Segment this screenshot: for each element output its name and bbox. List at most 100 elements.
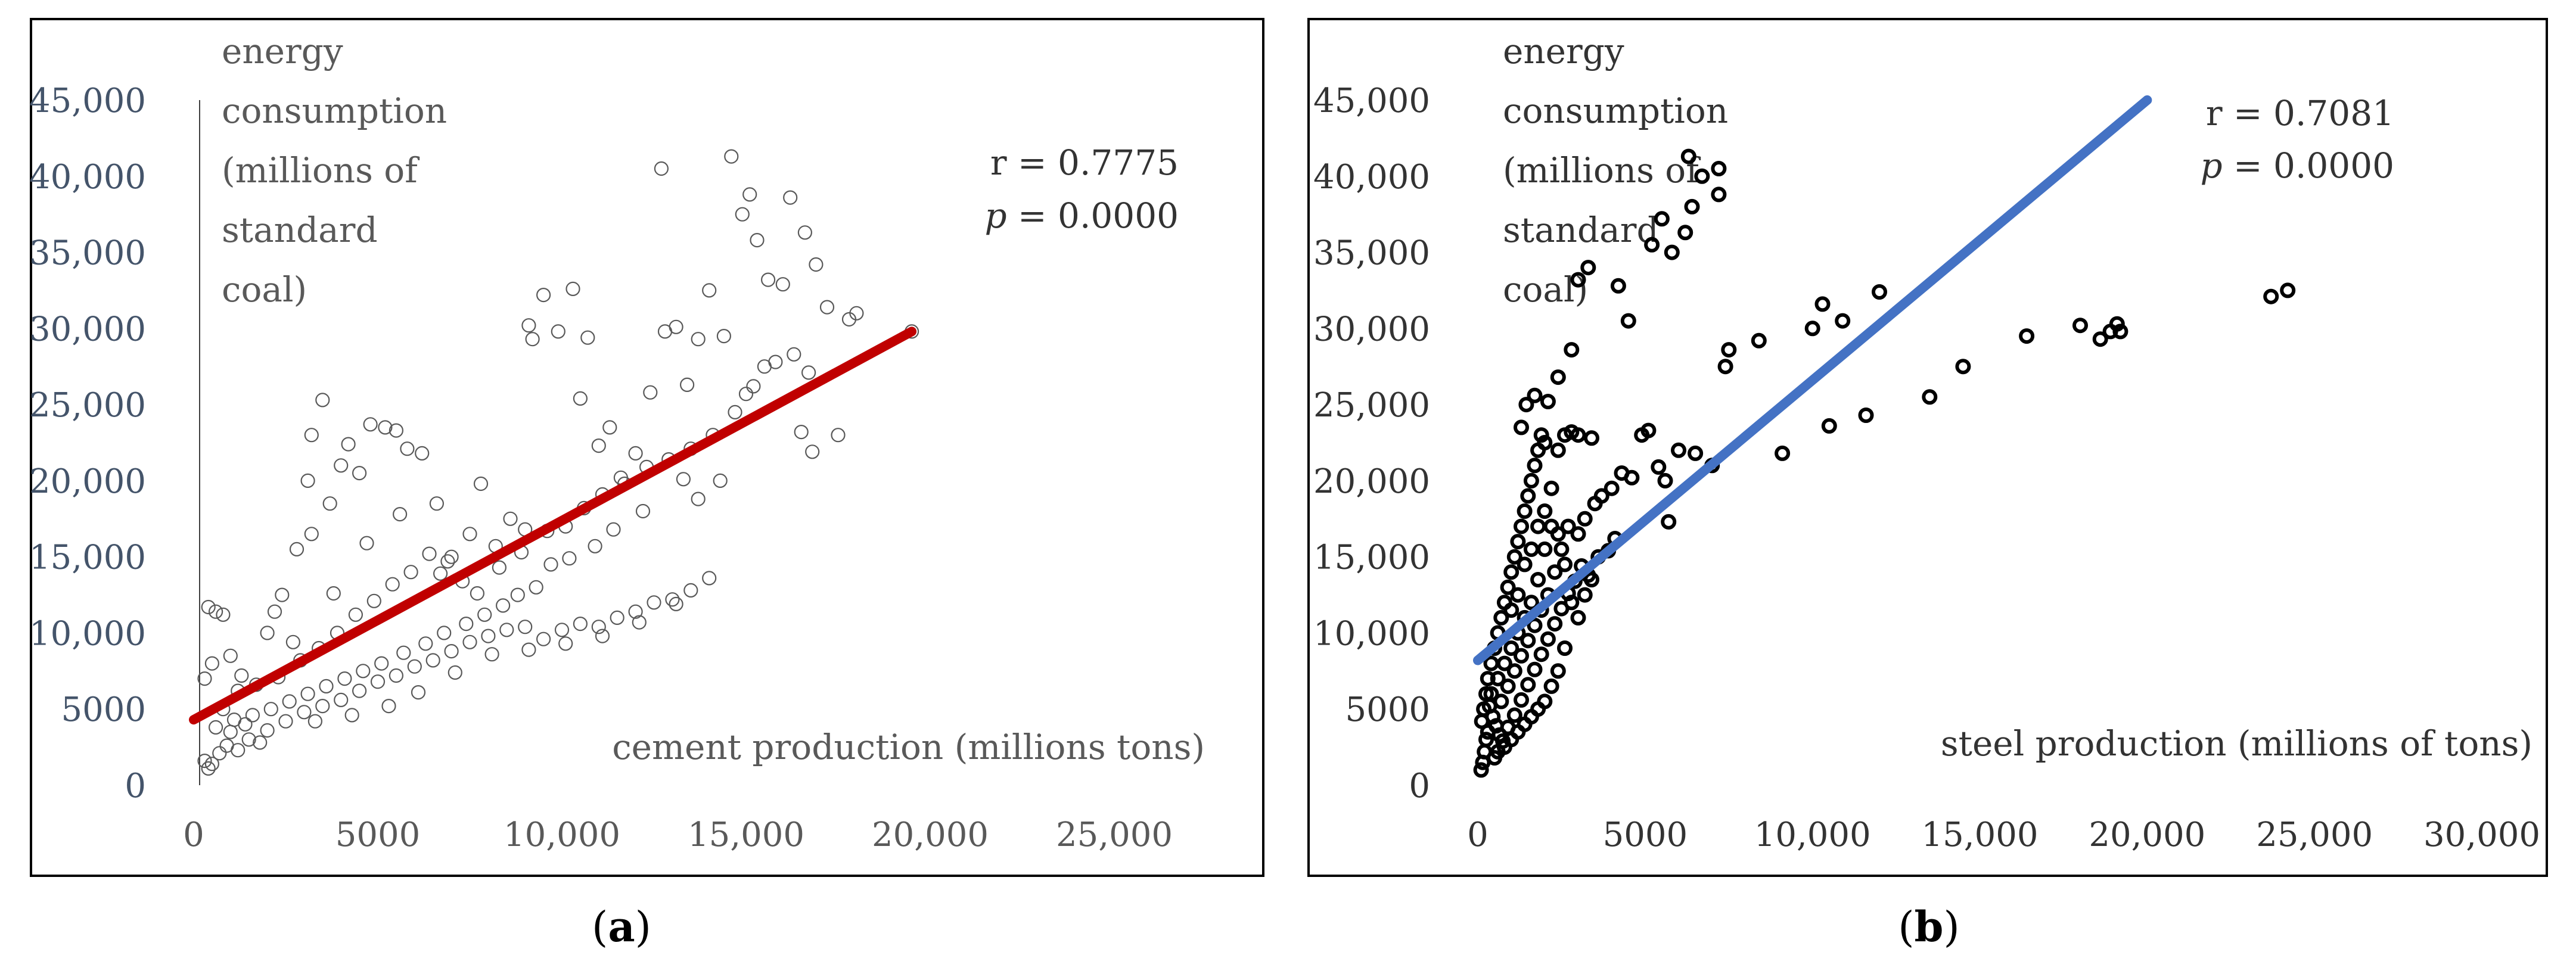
scatter-point bbox=[275, 587, 290, 602]
scatter-point bbox=[1533, 646, 1549, 662]
scatter-point bbox=[735, 207, 750, 222]
scatter-point bbox=[344, 708, 359, 723]
scatter-point bbox=[1527, 661, 1543, 677]
y-tick-label: 40,000 bbox=[29, 158, 146, 197]
scatter-point bbox=[760, 272, 776, 287]
y-tick-label: 5000 bbox=[61, 690, 146, 729]
x-axis-title: cement production (millions tons) bbox=[612, 727, 1205, 767]
scatter-point bbox=[521, 318, 536, 333]
scatter-point bbox=[1858, 407, 1874, 423]
y-tick-label: 5000 bbox=[1345, 690, 1430, 729]
scatter-point bbox=[716, 328, 732, 344]
scatter-point bbox=[260, 626, 275, 640]
scatter-point bbox=[679, 377, 695, 393]
scatter-point bbox=[267, 604, 282, 619]
scatter-point bbox=[529, 580, 543, 595]
scatter-point bbox=[307, 714, 323, 729]
scatter-point bbox=[1514, 692, 1529, 708]
scatter-point bbox=[1530, 518, 1546, 534]
scatter-point bbox=[216, 607, 231, 622]
scatter-point bbox=[518, 620, 533, 634]
scatter-point bbox=[805, 444, 820, 459]
scatter-point bbox=[525, 332, 540, 347]
scatter-point bbox=[282, 694, 297, 709]
scatter-point bbox=[1680, 148, 1696, 164]
scatter-point bbox=[1506, 663, 1522, 679]
scatter-point bbox=[1530, 572, 1546, 587]
scatter-point bbox=[495, 598, 511, 613]
scatter-point bbox=[588, 539, 602, 553]
scatter-point bbox=[654, 161, 669, 176]
scatter-point bbox=[1651, 459, 1667, 475]
x-tick-label: 30,000 bbox=[2423, 816, 2540, 854]
scatter-point bbox=[1473, 762, 1489, 778]
scatter-point bbox=[359, 536, 374, 550]
scatter-point bbox=[2112, 323, 2128, 340]
scatter-point bbox=[1520, 677, 1536, 693]
scatter-point bbox=[628, 604, 643, 619]
scatter-point bbox=[1711, 161, 1727, 176]
scatter-point bbox=[1624, 469, 1640, 486]
scatter-point bbox=[415, 446, 430, 461]
scatter-point bbox=[1503, 602, 1520, 618]
y-tick-label: 10,000 bbox=[1313, 614, 1430, 653]
scatter-point bbox=[1570, 272, 1586, 288]
x-tick-label: 25,000 bbox=[2256, 816, 2373, 854]
scatter-point bbox=[2280, 282, 2296, 298]
scatter-point bbox=[1520, 633, 1536, 649]
scatter-point bbox=[201, 761, 216, 776]
scatter-point bbox=[1584, 572, 1599, 587]
scatter-point bbox=[1721, 342, 1737, 358]
scatter-point bbox=[797, 225, 813, 240]
scatter-point bbox=[1717, 359, 1733, 375]
scatter-point bbox=[459, 616, 474, 632]
scatter-point bbox=[315, 698, 330, 714]
scatter-point bbox=[558, 636, 573, 651]
scatter-point bbox=[1517, 556, 1533, 573]
scatter-point bbox=[1540, 631, 1556, 647]
scatter-point bbox=[223, 648, 238, 663]
scatter-point bbox=[1664, 244, 1680, 260]
scatter-point bbox=[1550, 663, 1566, 679]
scatter-point bbox=[1835, 313, 1851, 329]
scatter-point bbox=[1584, 430, 1599, 446]
scatter-point bbox=[1604, 480, 1620, 496]
scatter-point bbox=[204, 757, 219, 772]
scatter-point bbox=[352, 465, 367, 481]
scatter-point bbox=[536, 632, 551, 646]
y-tick-label: 0 bbox=[125, 767, 146, 805]
scatter-point bbox=[1620, 313, 1636, 329]
scatter-point bbox=[418, 636, 433, 651]
scatter-point bbox=[713, 473, 728, 489]
scatter-point bbox=[385, 577, 400, 592]
scatter-point bbox=[1506, 707, 1522, 723]
scatter-point bbox=[1506, 549, 1522, 565]
scatter-point bbox=[580, 330, 595, 345]
scatter-point bbox=[691, 492, 706, 506]
scatter-point bbox=[1557, 427, 1573, 443]
scatter-point bbox=[1547, 564, 1563, 580]
scatter-point bbox=[1503, 640, 1520, 656]
scatter-point bbox=[470, 586, 485, 601]
scatter-point bbox=[429, 496, 445, 511]
scatter-point bbox=[768, 354, 783, 369]
scatter-point bbox=[1490, 671, 1506, 687]
scatter-point bbox=[437, 626, 452, 640]
scatter-point bbox=[1518, 397, 1534, 413]
y-tick-label: 30,000 bbox=[1313, 310, 1430, 349]
scatter-point bbox=[231, 743, 246, 758]
x-tick-label: 5000 bbox=[335, 816, 421, 854]
scatter-point bbox=[1872, 284, 1887, 300]
scatter-point bbox=[300, 473, 315, 489]
scatter-point bbox=[1711, 186, 1727, 203]
y-tick-label: 20,000 bbox=[29, 462, 146, 501]
scatter-point bbox=[1483, 655, 1499, 671]
x-tick-label: 15,000 bbox=[1922, 816, 2039, 854]
scatter-point bbox=[370, 674, 386, 689]
scatter-point bbox=[1577, 587, 1593, 603]
scatter-point bbox=[669, 596, 683, 612]
scatter-point bbox=[746, 379, 761, 394]
scatter-point bbox=[787, 347, 801, 362]
scatter-point bbox=[462, 634, 477, 649]
